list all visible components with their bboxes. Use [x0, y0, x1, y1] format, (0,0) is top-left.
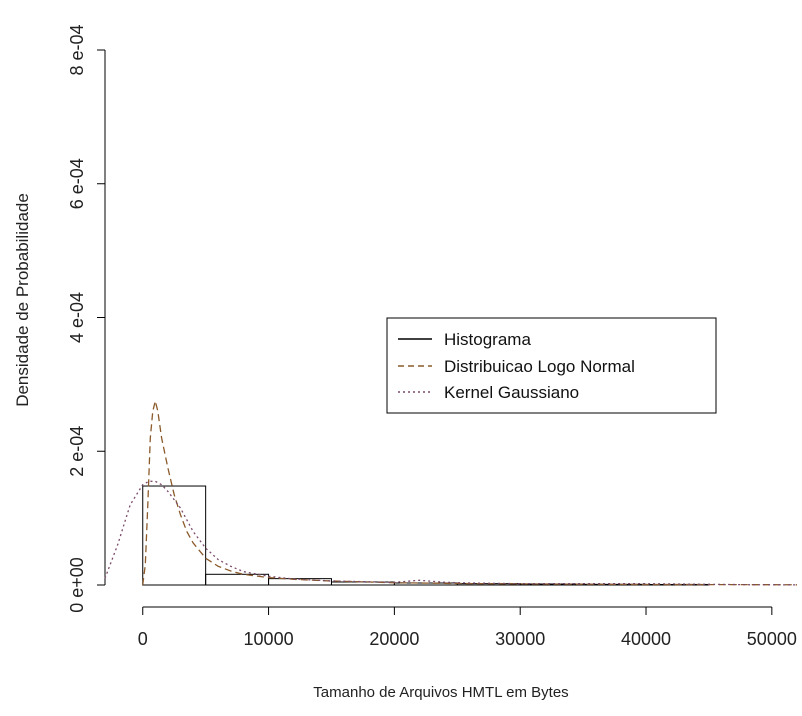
- x-ticks: 0 10000 20000 30000 40000 50000: [138, 607, 797, 649]
- legend-label-kernel: Kernel Gaussiano: [444, 383, 579, 402]
- legend-box: [386, 317, 717, 414]
- legend: Histograma Distribuicao Logo Normal Kern…: [386, 317, 717, 414]
- legend-label-histograma: Histograma: [444, 330, 531, 349]
- y-tick-label: 8 e-04: [67, 24, 87, 75]
- x-tick-label: 30000: [495, 629, 545, 649]
- x-tick-label: 50000: [747, 629, 797, 649]
- y-tick-label: 4 e-04: [67, 292, 87, 343]
- y-axis-title: Densidade de Probabilidade: [13, 193, 32, 407]
- series-lines: [104, 400, 798, 586]
- x-tick-label: 40000: [621, 629, 671, 649]
- y-tick-label: 6 e-04: [67, 158, 87, 209]
- x-tick-label: 10000: [244, 629, 294, 649]
- y-tick-label: 2 e-04: [67, 426, 87, 477]
- legend-label-lognormal: Distribuicao Logo Normal: [444, 357, 635, 376]
- series-line-kernel-gaussiano: [104, 480, 798, 586]
- x-tick-label: 0: [138, 629, 148, 649]
- x-tick-label: 20000: [369, 629, 419, 649]
- series-line-distribuicao-logo-normal: [142, 400, 798, 586]
- x-axis-title: Tamanho de Arquivos HMTL em Bytes: [313, 684, 568, 701]
- y-ticks: 0 e+00 2 e-04 4 e-04 6 e-04 8 e-04: [67, 24, 105, 613]
- histogram-bar: [142, 485, 207, 586]
- y-tick-label: 0 e+00: [67, 557, 87, 613]
